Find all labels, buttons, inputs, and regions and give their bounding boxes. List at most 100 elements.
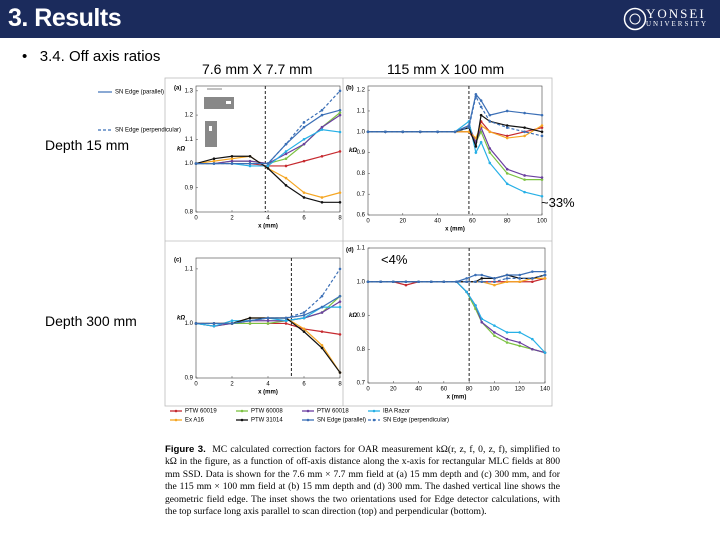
inset-detector xyxy=(205,121,217,147)
data-point xyxy=(379,280,382,284)
data-point xyxy=(429,280,433,284)
data-point xyxy=(266,322,270,325)
data-point xyxy=(540,124,544,127)
data-point xyxy=(338,111,342,114)
data-point xyxy=(540,126,544,129)
x-axis-label: x (mm) xyxy=(447,395,467,401)
data-point xyxy=(284,322,288,325)
data-point xyxy=(523,126,526,129)
series-line xyxy=(196,268,341,325)
x-tick-label: 6 xyxy=(302,382,306,388)
data-point xyxy=(505,277,509,280)
data-point xyxy=(505,280,509,284)
y-tick-label: 0.8 xyxy=(357,171,366,177)
legend-label: PTW 60008 xyxy=(251,409,283,415)
data-point xyxy=(436,130,439,134)
data-point xyxy=(320,305,324,309)
data-point xyxy=(480,273,484,277)
inset-legend-label: SN Edge (parallel) xyxy=(115,90,164,96)
y-tick-label: 0.9 xyxy=(357,313,366,319)
data-point xyxy=(474,280,477,284)
data-point xyxy=(474,145,478,148)
panel-label: (a) xyxy=(174,86,181,92)
data-point xyxy=(338,305,342,309)
data-point xyxy=(505,134,509,138)
data-point xyxy=(248,159,252,163)
x-tick-label: 0 xyxy=(194,382,198,388)
data-point xyxy=(505,273,509,277)
data-point xyxy=(453,130,457,134)
y-axis-label: kΩ xyxy=(349,313,357,319)
legend-label: SN Edge (parallel) xyxy=(317,418,366,424)
data-point xyxy=(338,300,342,303)
data-point xyxy=(366,280,370,284)
header-bar xyxy=(0,0,720,38)
data-point xyxy=(480,277,484,280)
data-point xyxy=(465,277,468,280)
x-tick-label: 4 xyxy=(266,216,270,222)
y-tick-label: 1.2 xyxy=(185,113,194,119)
data-point xyxy=(518,344,522,348)
legend-label: Ex A16 xyxy=(185,418,205,424)
data-point xyxy=(338,191,342,194)
data-point xyxy=(505,126,509,129)
data-point xyxy=(284,176,288,180)
data-point xyxy=(488,113,492,117)
x-tick-label: 8 xyxy=(338,382,342,388)
data-point xyxy=(212,324,216,328)
data-point xyxy=(518,341,522,344)
x-tick-label: 60 xyxy=(469,219,476,225)
data-point xyxy=(523,134,526,138)
data-point xyxy=(543,277,547,280)
data-point xyxy=(523,178,526,181)
data-point xyxy=(230,154,234,158)
x-tick-label: 20 xyxy=(390,387,397,393)
series-line xyxy=(196,109,341,165)
legend-marker xyxy=(306,409,310,413)
legend-marker xyxy=(372,418,376,422)
y-tick-label: 0.9 xyxy=(185,185,194,191)
data-point xyxy=(479,124,483,127)
data-point xyxy=(284,152,288,156)
panel-label: (c) xyxy=(174,258,181,264)
legend-label: PTW 31014 xyxy=(251,418,283,424)
x-tick-label: 4 xyxy=(266,382,270,388)
legend-label: IBA Razor xyxy=(383,409,410,415)
data-point xyxy=(488,161,492,165)
data-point xyxy=(474,136,478,140)
data-point xyxy=(338,371,342,374)
caption-label: Figure 3. xyxy=(165,444,206,455)
data-point xyxy=(302,142,306,146)
data-point xyxy=(540,130,544,134)
data-point xyxy=(338,130,342,134)
data-point xyxy=(540,194,544,198)
data-point xyxy=(488,120,492,123)
data-point xyxy=(284,184,288,187)
series-line xyxy=(196,114,341,165)
logo-subtext: UNIVERSITY xyxy=(646,20,708,28)
series-line xyxy=(368,274,546,283)
y-tick-label: 0.8 xyxy=(357,347,366,353)
data-point xyxy=(518,331,522,334)
data-point xyxy=(212,162,216,165)
y-tick-label: 1.0 xyxy=(185,161,194,167)
data-point xyxy=(488,151,492,154)
logo: YONSEI UNIVERSITY xyxy=(646,7,708,30)
data-point xyxy=(493,277,496,280)
data-point xyxy=(531,337,534,341)
data-point xyxy=(248,154,252,158)
slide-title: 3. Results xyxy=(8,4,122,32)
legend-marker xyxy=(240,409,244,413)
data-point xyxy=(518,277,522,280)
data-point xyxy=(302,313,306,317)
data-point xyxy=(320,108,324,112)
data-point xyxy=(338,89,342,93)
data-point xyxy=(523,111,526,115)
data-point xyxy=(320,343,324,347)
x-tick-label: 140 xyxy=(540,387,551,393)
series-line xyxy=(368,281,546,354)
y-tick-label: 1.1 xyxy=(185,137,194,143)
data-point xyxy=(230,162,234,165)
data-point xyxy=(505,182,509,186)
data-point xyxy=(531,270,534,273)
